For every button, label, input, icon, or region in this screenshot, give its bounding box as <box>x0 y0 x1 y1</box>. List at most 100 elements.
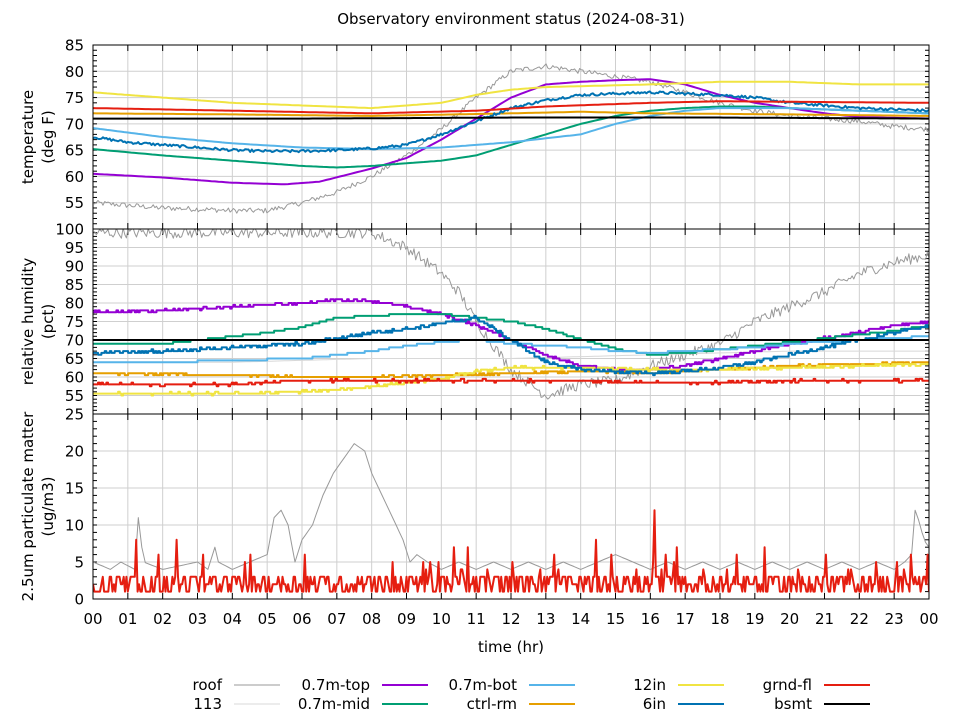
x-axis-label: time (hr) <box>478 638 544 656</box>
x-tick-label: 12 <box>501 610 520 628</box>
series-line-roof <box>93 443 929 570</box>
y-tick-label: 55 <box>65 387 84 405</box>
x-tick-label: 11 <box>467 610 486 628</box>
series-line-12in <box>93 80 929 110</box>
x-tick-label: 02 <box>153 610 172 628</box>
y-tick-label: 25 <box>65 406 84 424</box>
legend-label: grnd-fl <box>763 676 812 694</box>
x-tick-label: 08 <box>362 610 381 628</box>
x-tick-label: 23 <box>885 610 904 628</box>
y-tick-label: 20 <box>65 443 84 461</box>
legend-item: 12in <box>633 676 724 694</box>
legend-label: 113 <box>193 695 222 713</box>
legend-item: ctrl-rm <box>467 695 575 713</box>
legend-label: 0.7m-mid <box>298 695 370 713</box>
series-line-bsmt <box>93 116 929 120</box>
y-tick-label: 95 <box>65 239 84 257</box>
legend-item: 0.7m-mid <box>298 695 428 713</box>
y-tick-label: 100 <box>55 221 84 239</box>
legend-item: bsmt <box>774 695 870 713</box>
x-tick-label: 00 <box>83 610 102 628</box>
legend-label: bsmt <box>774 695 812 713</box>
legend-item: 113 <box>193 695 280 713</box>
y-axis-label-units: (ug/m3) <box>39 477 57 537</box>
y-tick-label: 55 <box>65 194 84 212</box>
y-axis-label-units: (pct) <box>39 304 57 339</box>
series-line-grnd-fl <box>93 100 929 115</box>
y-tick-label: 70 <box>65 332 84 350</box>
y-tick-label: 5 <box>74 554 84 572</box>
legend-label: 12in <box>633 676 666 694</box>
legend-label: ctrl-rm <box>467 695 517 713</box>
y-tick-label: 75 <box>65 313 84 331</box>
series-line-12in <box>93 363 929 397</box>
x-tick-label: 10 <box>432 610 451 628</box>
legend-item: 0.7m-top <box>302 676 428 694</box>
series-group <box>93 229 929 400</box>
series-line-ctrl-rm <box>93 110 929 117</box>
y-tick-label: 90 <box>65 258 84 276</box>
legend-item: 6in <box>643 695 724 713</box>
y-tick-label: 80 <box>65 295 84 313</box>
y-axis-label: relative humidity <box>19 258 37 386</box>
x-tick-label: 07 <box>327 610 346 628</box>
x-tick-label: 06 <box>292 610 311 628</box>
x-tick-label: 13 <box>536 610 555 628</box>
x-tick-label: 19 <box>745 610 764 628</box>
x-tick-label: 09 <box>397 610 416 628</box>
x-tick-label: 15 <box>606 610 625 628</box>
series-group <box>93 63 929 214</box>
panel-pm25: 0 5 10 15 20 25 2.5um particulate matter (ug/m3… <box>19 406 930 609</box>
series-line-6in <box>93 314 929 377</box>
y-tick-label: 85 <box>65 276 84 294</box>
x-tick-label: 01 <box>118 610 137 628</box>
legend-item: grnd-fl <box>763 676 870 694</box>
x-tick-label: 16 <box>641 610 660 628</box>
y-axis-label: temperature <box>19 90 37 184</box>
y-tick-label: 85 <box>65 37 84 55</box>
legend-label: roof <box>193 676 223 694</box>
series-line-113 <box>93 350 929 363</box>
x-tick-label: 04 <box>223 610 242 628</box>
x-tick-label: 21 <box>815 610 834 628</box>
chart-title: Observatory environment status (2024-08-… <box>337 10 685 28</box>
x-tick-label: 05 <box>258 610 277 628</box>
y-tick-label: 15 <box>65 480 84 498</box>
y-axis-label-units: (deg F) <box>39 110 57 163</box>
y-tick-label: 80 <box>65 63 84 81</box>
x-tick-label: 20 <box>780 610 799 628</box>
y-tick-label: 75 <box>65 89 84 107</box>
legend-item: roof <box>193 676 280 694</box>
y-tick-label: 70 <box>65 115 84 133</box>
series-line-ctrl-rm <box>93 361 929 378</box>
legend-item: 0.7m-bot <box>449 676 575 694</box>
y-tick-label: 65 <box>65 142 84 160</box>
y-tick-label: 60 <box>65 369 84 387</box>
series-line-0.7m-mid <box>93 313 929 356</box>
legend-label: 6in <box>643 695 666 713</box>
panel-temperature: 55 60 65 70 75 80 85 temperature (deg F) <box>19 37 930 230</box>
series-line-0.7m-bot <box>93 107 929 151</box>
series-line-grnd-fl <box>93 509 929 593</box>
x-tick-label: 00 <box>919 610 938 628</box>
panel-border <box>92 413 930 600</box>
x-axis: 00 01 02 03 04 05 06 07 08 09 10 11 12 13 14 15 16 17 18 19… <box>83 610 938 628</box>
legend-label: 0.7m-top <box>302 676 370 694</box>
x-tick-label: 03 <box>188 610 207 628</box>
y-tick-label: 65 <box>65 350 84 368</box>
x-tick-label: 22 <box>850 610 869 628</box>
y-tick-label: 60 <box>65 168 84 186</box>
series-line-0.7m-bot <box>93 335 929 364</box>
series-line-grnd-fl <box>93 377 929 388</box>
x-tick-label: 14 <box>571 610 590 628</box>
series-group <box>93 443 929 593</box>
x-tick-label: 17 <box>676 610 695 628</box>
y-tick-label: 10 <box>65 517 84 535</box>
legend-label: 0.7m-bot <box>449 676 518 694</box>
y-tick-label: 0 <box>74 591 84 609</box>
y-axis-label: 2.5um particulate matter <box>19 411 37 601</box>
